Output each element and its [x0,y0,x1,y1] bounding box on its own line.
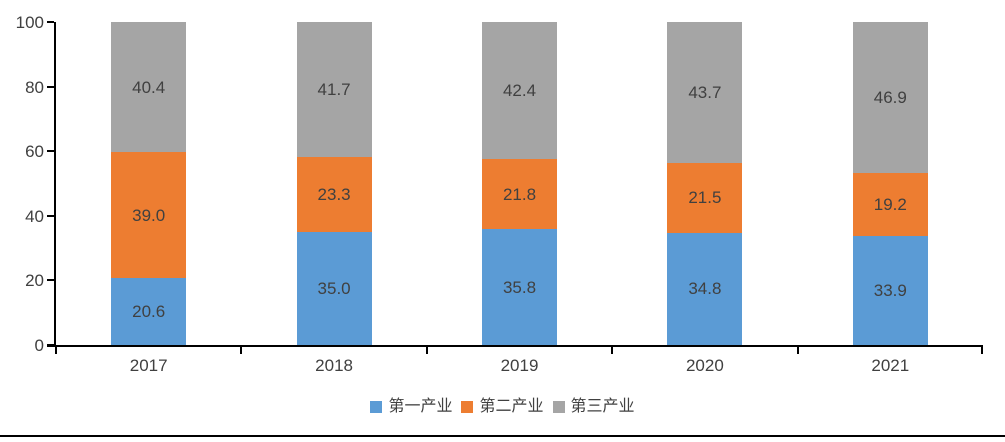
bar-segment-第二产业: 21.5 [667,163,743,233]
x-axis-tick [981,347,983,354]
x-axis-category-label: 2017 [129,356,168,375]
x-axis-line [47,345,983,347]
bar-segment-第一产业: 35.0 [296,231,372,345]
bar-data-label: 41.7 [317,79,351,99]
bar-data-label: 21.8 [502,184,537,204]
bar-segment-第三产业: 40.4 [111,22,187,153]
bar-segment-第三产业: 42.4 [482,22,557,159]
bar-data-label: 34.8 [688,279,722,299]
legend-item-第三产业: 第三产业 [552,398,635,415]
y-axis-tick [47,150,54,153]
y-axis-tick [47,85,54,88]
y-axis-line [54,22,56,347]
y-axis-tick-label: 40 [25,206,44,226]
bar-data-label: 21.5 [688,188,722,208]
y-axis-tick-label: 60 [25,142,44,162]
x-axis-tick [240,347,243,354]
bar-data-label: 20.6 [132,302,166,322]
legend-item-第一产业: 第一产业 [370,399,452,415]
bar-data-label: 19.2 [873,194,907,214]
bar-segment-第一产业: 20.6 [111,278,187,345]
bottom-divider-line [0,435,1005,437]
x-axis-tick [55,347,57,354]
bar-data-label: 40.4 [132,77,166,97]
bar-segment-第一产业: 33.9 [852,235,928,345]
bar-segment-第一产业: 34.8 [667,232,743,345]
bar-data-label: 35.0 [317,278,351,298]
legend-label: 第三产业 [570,398,635,415]
y-axis-tick-label: 80 [25,77,44,97]
y-axis-tick [47,214,54,217]
y-axis-tick [47,21,54,23]
x-axis-tick [425,347,428,354]
bar-data-label: 35.8 [502,277,537,297]
bar-segment-第三产业: 46.9 [852,22,928,174]
legend-item-第二产业: 第二产业 [461,398,544,415]
x-axis-category-label: 2018 [315,356,353,375]
bar-data-label: 43.7 [688,83,722,103]
x-axis-tick [796,347,799,354]
bar-data-label: 23.3 [317,184,351,204]
y-axis-tick-label: 100 [15,13,44,32]
legend-swatch-icon [370,401,383,413]
chart-legend: 第一产业 第二产业 第三产业 [0,399,1005,415]
y-axis-tick-label: 0 [34,336,44,355]
x-axis-category-label: 2019 [500,356,539,375]
legend-swatch-icon [461,401,474,413]
bar-data-label: 42.4 [502,80,537,100]
bar-data-label: 39.0 [132,205,166,225]
bar-segment-第三产业: 43.7 [667,22,743,164]
x-axis-category-label: 2021 [871,356,910,375]
bar-segment-第三产业: 41.7 [296,22,372,157]
legend-label: 第二产业 [479,398,544,415]
bar-segment-第二产业: 19.2 [852,173,928,236]
x-axis-tick [611,347,614,354]
legend-label: 第一产业 [388,398,453,415]
bar-segment-第二产业: 23.3 [296,156,372,232]
bar-segment-第一产业: 35.8 [482,229,557,345]
bar-segment-第二产业: 21.8 [482,158,557,230]
x-axis-category-label: 2020 [685,356,724,375]
legend-swatch-icon [552,401,565,413]
y-axis-tick-label: 20 [25,271,44,291]
bar-data-label: 46.9 [873,88,907,108]
bar-segment-第二产业: 39.0 [111,152,187,279]
bar-data-label: 33.9 [873,280,907,300]
y-axis-tick [47,279,54,282]
